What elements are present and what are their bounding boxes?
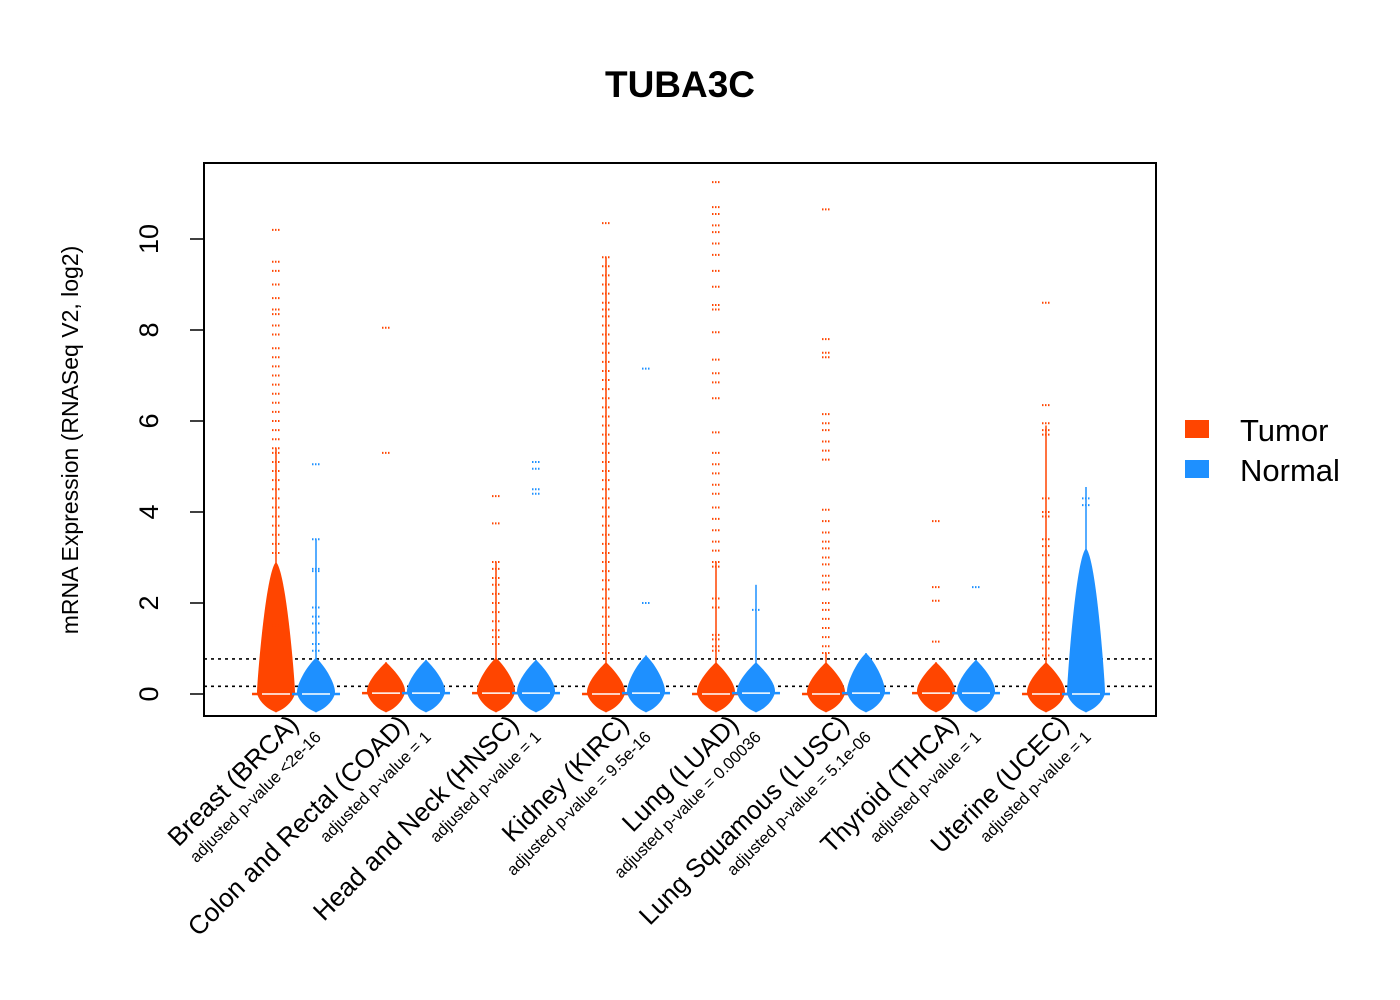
violin (952, 586, 1000, 713)
violin-body (1027, 662, 1065, 713)
legend: Tumor Normal (1185, 413, 1340, 488)
violin (472, 495, 520, 713)
violin (252, 228, 300, 713)
violin (512, 460, 560, 713)
y-tick-label: 4 (134, 504, 164, 519)
violin-body (477, 657, 515, 713)
violin-body (697, 662, 735, 713)
y-tick-label: 2 (134, 595, 164, 610)
plot-frame (203, 162, 1157, 717)
violin (1062, 486, 1110, 713)
y-tick-label: 8 (134, 322, 164, 337)
violin-body (737, 662, 775, 713)
violin (402, 659, 450, 713)
y-tick-label: 6 (134, 413, 164, 428)
violin (732, 584, 780, 713)
y-axis: 0 2 4 6 8 10 (134, 224, 205, 702)
violin (582, 222, 630, 713)
violin (692, 181, 740, 713)
legend-swatch-normal (1185, 460, 1209, 478)
violin-body (517, 659, 555, 713)
legend-label-normal: Normal (1240, 453, 1340, 488)
violin (1022, 301, 1070, 713)
violin-body (917, 662, 955, 713)
x-axis-labels: Breast (BRCA)adjusted p-value <2e-16Colo… (161, 709, 1094, 942)
violin (842, 653, 890, 713)
legend-label-tumor: Tumor (1240, 413, 1328, 448)
violin-body (297, 657, 335, 713)
violin-body (367, 662, 405, 713)
violin (912, 520, 960, 713)
violin (362, 326, 410, 713)
violin (622, 367, 670, 713)
plot-area (204, 181, 1156, 713)
violin-body (627, 655, 665, 713)
y-tick-label: 10 (134, 224, 164, 254)
violin-body (407, 659, 445, 713)
violin-body (257, 562, 295, 713)
violin-body (587, 662, 625, 713)
chart-title: TUBA3C (605, 64, 755, 105)
legend-swatch-tumor (1185, 420, 1209, 438)
violin (802, 208, 850, 713)
violin-body (847, 653, 885, 713)
violin-body (807, 662, 845, 713)
violin-body (957, 659, 995, 713)
y-axis-label: mRNA Expression (RNASeq V2, log2) (57, 246, 83, 635)
violin (292, 463, 340, 713)
y-tick-label: 0 (134, 686, 164, 701)
